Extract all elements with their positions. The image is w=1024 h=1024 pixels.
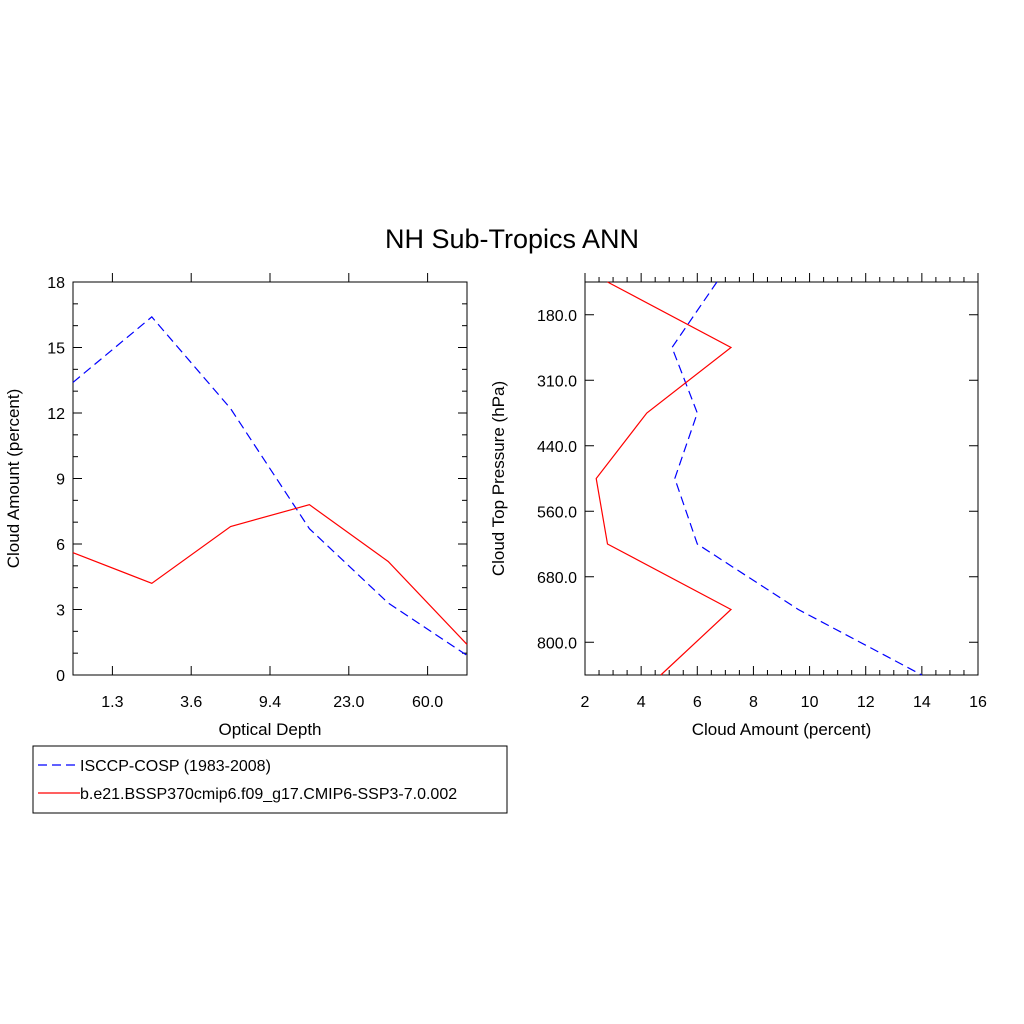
legend-label-1: b.e21.BSSP370cmip6.f09_g17.CMIP6-SSP3-7.… [80, 786, 457, 803]
left-panel: 0 3 6 9 12 15 18 1.3 3.6 9.4 23.0 60.0 Optical Depth… [4, 273, 468, 739]
x-tick-label: 12 [857, 694, 875, 711]
chart-title: NH Sub-Tropics ANN [385, 224, 639, 254]
series-line-right-0 [671, 281, 923, 676]
series-line-left-0 [72, 316, 468, 656]
legend-label-0: ISCCP-COSP (1983-2008) [80, 758, 271, 775]
x-tick-label: 16 [969, 694, 987, 711]
x-tick-label: 60.0 [412, 694, 443, 711]
series-line-right-1 [595, 281, 733, 676]
y-axis-label: Cloud Top Pressure (hPa) [489, 381, 508, 576]
y-tick-label: 12 [47, 406, 65, 423]
y-tick-label: 15 [47, 341, 65, 358]
x-tick-label: 1.3 [101, 694, 123, 711]
y-axis-label: Cloud Amount (percent) [4, 389, 23, 569]
x-tick-label: 14 [913, 694, 931, 711]
x-tick-label: 9.4 [259, 694, 281, 711]
x-axis-label: Optical Depth [219, 720, 322, 739]
y-tick-label: 3 [56, 603, 65, 620]
y-tick-label: 680.0 [537, 570, 577, 587]
right-panel: 2 4 6 8 10 12 14 16 180.0 310.0 440.0 560.0 680.0 800… [489, 273, 987, 739]
x-tick-label: 4 [637, 694, 646, 711]
y-tick-label: 800.0 [537, 635, 577, 652]
y-tick-label: 18 [47, 275, 65, 292]
y-tick-label: 440.0 [537, 439, 577, 456]
y-tick-label: 180.0 [537, 308, 577, 325]
x-tick-label: 3.6 [180, 694, 202, 711]
legend: ISCCP-COSP (1983-2008) b.e21.BSSP370cmip… [32, 745, 508, 814]
x-tick-label: 8 [749, 694, 758, 711]
x-tick-label: 23.0 [333, 694, 364, 711]
series-line-left-1 [72, 504, 468, 645]
legend-box [32, 745, 508, 814]
x-tick-label: 6 [693, 694, 702, 711]
y-tick-label: 0 [56, 668, 65, 685]
x-tick-label: 10 [801, 694, 819, 711]
y-tick-label: 9 [56, 472, 65, 489]
x-axis-label: Cloud Amount (percent) [692, 720, 872, 739]
plot-frame-right [584, 281, 979, 676]
y-tick-label: 560.0 [537, 504, 577, 521]
y-tick-label: 310.0 [537, 373, 577, 390]
x-tick-label: 2 [581, 694, 590, 711]
y-tick-label: 6 [56, 537, 65, 554]
